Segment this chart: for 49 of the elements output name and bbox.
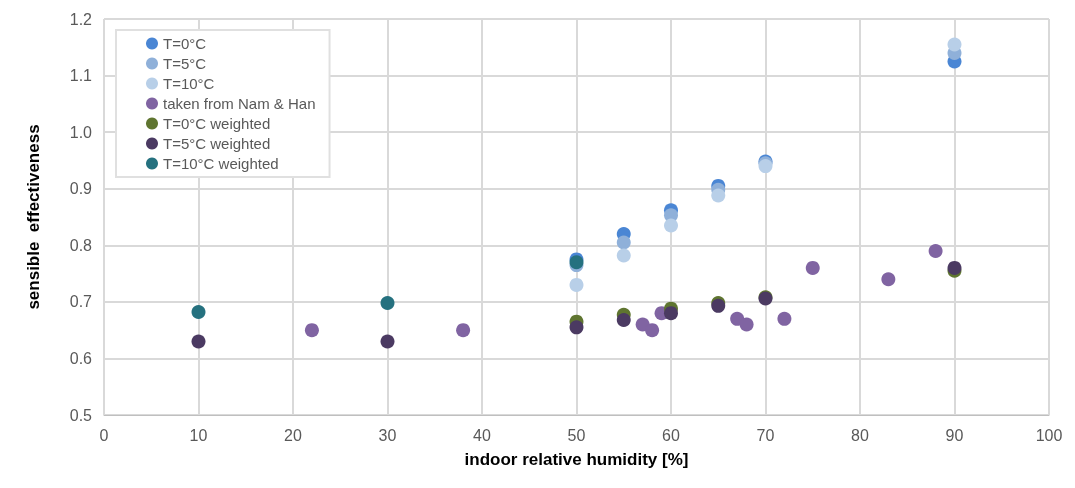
point (616, 248, 631, 263)
point (380, 295, 395, 310)
point (569, 320, 584, 335)
y-tick-label: 1.1 (69, 67, 93, 85)
point (569, 277, 584, 292)
y-tick-label: 1.0 (69, 123, 93, 141)
legend-label: T=0°C weighted (163, 115, 271, 132)
point (664, 306, 678, 321)
point (928, 243, 943, 258)
x-tick-label: 90 (945, 426, 964, 444)
x-tick-label: 50 (567, 426, 586, 444)
x-tick-label: 20 (284, 426, 302, 444)
x-tick-label: 70 (756, 426, 775, 444)
point (645, 323, 660, 338)
x-axis-title: indoor relative humidity [%] (464, 450, 689, 469)
point (805, 260, 820, 275)
y-tick-label: 0.5 (69, 406, 93, 424)
x-tick-label: 30 (378, 426, 397, 444)
y-tick-label: 1.2 (69, 10, 93, 28)
point (456, 323, 471, 338)
x-tick-label: 100 (1035, 426, 1063, 444)
point (191, 334, 206, 349)
y-tick-label: 0.9 (69, 180, 93, 198)
y-tick-label: 0.7 (69, 293, 93, 311)
point (304, 323, 319, 338)
point (191, 305, 206, 320)
point (947, 37, 962, 52)
legend-label: T=0°C (163, 35, 207, 52)
legend-label: T=5°C weighted (163, 135, 271, 152)
x-tick-label: 10 (189, 426, 208, 444)
point (664, 218, 678, 233)
x-tick-label: 40 (473, 426, 491, 444)
point (616, 235, 631, 250)
legend-label: taken from Nam & Han (163, 95, 316, 112)
point (380, 334, 395, 349)
point (881, 272, 896, 287)
y-tick-label: 0.6 (69, 349, 93, 367)
point (616, 312, 631, 327)
x-tick-label: 0 (99, 426, 109, 444)
point (739, 317, 754, 332)
x-tick-label: 60 (662, 426, 680, 444)
point (711, 188, 726, 203)
x-tick-label: 80 (851, 426, 869, 444)
legend-label: T=10°C (163, 75, 215, 92)
legend-label: T=5°C (163, 55, 207, 72)
y-tick-label: 0.8 (69, 236, 93, 254)
y-axis-title: sensible effectiveness (24, 124, 43, 310)
legend-label: T=10°C weighted (163, 155, 279, 172)
point (777, 311, 792, 326)
